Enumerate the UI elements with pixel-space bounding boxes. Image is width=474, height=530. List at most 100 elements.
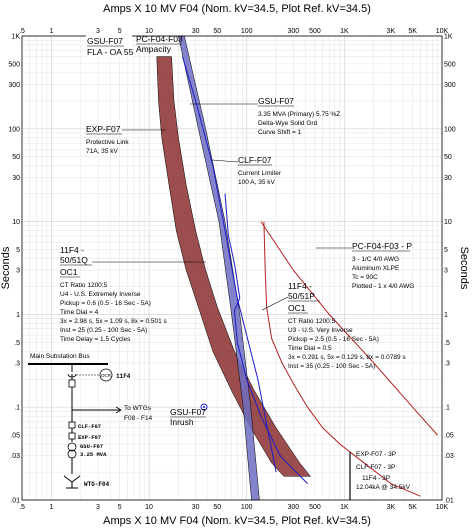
- fuse-icon: [68, 432, 76, 440]
- y-tick-left: 500: [8, 61, 20, 68]
- x-tick-bottom: 500: [309, 504, 321, 511]
- y-tick-right: .3: [444, 360, 450, 367]
- exp-tag: EXP-F07: [78, 434, 101, 441]
- breaker-icon: [68, 379, 76, 388]
- y-tick-left: 1K: [11, 34, 20, 41]
- x-tick-bottom: 5: [118, 504, 122, 511]
- x-tick-bottom: .5: [19, 504, 25, 511]
- x-tick-bottom: 100: [241, 504, 253, 511]
- gsu-tag: GSU-F07: [80, 443, 103, 450]
- p-line-2: U3 - U.S. Very Inverse: [288, 327, 353, 334]
- x-tick-top: 50: [213, 28, 221, 35]
- y-tick-right: 50: [444, 154, 452, 161]
- y-tick-right: 500: [444, 61, 456, 68]
- curve-11f4-50-51p-oc1: [263, 221, 421, 497]
- y-tick-left: 300: [8, 82, 20, 89]
- exp-title: EXP-F07: [86, 124, 121, 134]
- x-tick-bottom: 1K: [340, 504, 349, 511]
- exp-line-1: Protective Link: [86, 139, 129, 146]
- plot-frame: [21, 35, 443, 501]
- left-axis-title: Seconds: [0, 246, 12, 289]
- p-title-3: OC1: [288, 303, 306, 313]
- fault-label-1: EXP-F07 - 3P: [356, 451, 396, 458]
- pc-ampacity-label: Ampacity: [136, 44, 172, 54]
- y-tick-left: 10: [12, 219, 20, 226]
- x-tick-bottom: 50: [213, 504, 221, 511]
- q-line-4: Time Dial = 4: [60, 309, 99, 316]
- y-tick-left: 30: [12, 175, 20, 182]
- q-title-3: OC1: [60, 267, 78, 277]
- x-tick-top: 1: [49, 28, 53, 35]
- x-tick-top: 1K: [340, 28, 349, 35]
- x-tick-bottom: 30: [192, 504, 200, 511]
- x-tick-top: .5: [19, 28, 25, 35]
- gsu-title: GSU-F07: [258, 96, 294, 106]
- clf-line-1: Current Limiter: [238, 170, 282, 177]
- pc-line-2: Aluminum XLPE: [352, 265, 400, 272]
- inrush-title: GSU-F07: [170, 407, 206, 417]
- y-tick-right: 5: [444, 247, 448, 254]
- q-line-2: U4 - U.S. Extremely Inverse: [60, 291, 141, 298]
- bottom-axis-title: Amps X 10 MV F04 (Nom. kV=34.5, Plot Ref…: [103, 515, 371, 527]
- fault-label-2: CLF-F07 - 3P: [356, 464, 395, 471]
- q-line-7: Time Delay = 1.5 Cycles: [60, 336, 131, 343]
- y-tick-left: 100: [8, 126, 20, 133]
- y-tick-right: .05: [444, 433, 454, 440]
- p-leader: [261, 296, 289, 311]
- y-tick-right: 30: [444, 175, 452, 182]
- pc-line-1: 3 - 1/C 4/0 AWG: [352, 256, 399, 263]
- y-tick-right: .5: [444, 340, 450, 347]
- y-tick-left: 50: [12, 154, 20, 161]
- q-title-2: 50/51Q: [60, 255, 88, 265]
- exp-line-2: 71A, 35 kV: [86, 148, 118, 155]
- y-tick-right: .01: [444, 498, 454, 505]
- inrush-point: [200, 403, 208, 411]
- inrush-label: Inrush: [170, 417, 194, 427]
- clf-leader: [211, 159, 239, 163]
- relay-name: 11F4: [116, 373, 131, 380]
- x-tick-top: 10: [145, 28, 153, 35]
- wtg-generator-icon: [63, 475, 81, 489]
- clf-icon: [68, 421, 76, 429]
- y-tick-left: .03: [10, 453, 20, 460]
- x-tick-bottom: 10: [145, 504, 153, 511]
- y-tick-right: 1K: [444, 34, 453, 41]
- x-tick-bottom: 3K: [387, 504, 396, 511]
- x-tick-bottom: 300: [287, 504, 299, 511]
- gsu-fla-label: FLA - OA 55: [87, 47, 134, 57]
- y-tick-left: 1: [16, 312, 20, 319]
- p-line-1: CT Ratio 1200:5: [288, 318, 336, 325]
- transformer-primary-icon: [67, 442, 77, 452]
- wtg-tag: WTG-F04: [84, 481, 110, 488]
- gsu-mva: 3.25 MVA: [80, 451, 107, 458]
- fault-label-3: 11F4 - 3P: [362, 475, 390, 482]
- p-title-2: 50/51P: [288, 291, 315, 301]
- y-tick-right: .03: [444, 453, 454, 460]
- clf-tag: CLF-F07: [78, 423, 101, 430]
- q-line-3: Pickup = 0.6 (0.5 - 16 Sec - 5A): [60, 300, 151, 307]
- gsu-line-2: Delta-Wye Solid Grd: [258, 120, 318, 127]
- to-wtg-1: To WTGs: [124, 405, 152, 412]
- y-tick-left: .1: [14, 405, 20, 412]
- pc-line-3: Tc = 90C: [352, 274, 378, 281]
- y-tick-left: 5: [16, 247, 20, 254]
- y-tick-right: 300: [444, 82, 456, 89]
- x-tick-top: 10K: [436, 28, 449, 35]
- y-tick-left: .05: [10, 433, 20, 440]
- x-tick-top: 3: [96, 28, 100, 35]
- q-line-1: CT Ratio 1200:5: [60, 282, 108, 289]
- y-tick-right: 100: [444, 126, 456, 133]
- q-line-6: Inst = 25 (0.25 - 100 Sec - 5A): [60, 327, 147, 334]
- top-axis-title: Amps X 10 MV F04 (Nom. kV=34.5, Plot Ref…: [103, 3, 371, 15]
- curve-gsu-f07: [182, 56, 277, 473]
- gsu-line-1: 3.35 MVA (Primary) 5.75 %Z: [258, 111, 340, 118]
- pc-title: PC-F04-F03 - P: [352, 241, 412, 251]
- q-line-5: 3x = 2.98 s, 5x = 1.09 s, 8x = 0.501 s: [60, 318, 168, 325]
- y-tick-right: 3: [444, 268, 448, 275]
- x-tick-top: 300: [287, 28, 299, 35]
- y-tick-left: 3: [16, 268, 20, 275]
- y-tick-left: .3: [14, 360, 20, 367]
- y-tick-right: 1: [444, 312, 448, 319]
- p-line-4: Time Dial = 0.5: [288, 345, 332, 352]
- curves: [156, 35, 438, 501]
